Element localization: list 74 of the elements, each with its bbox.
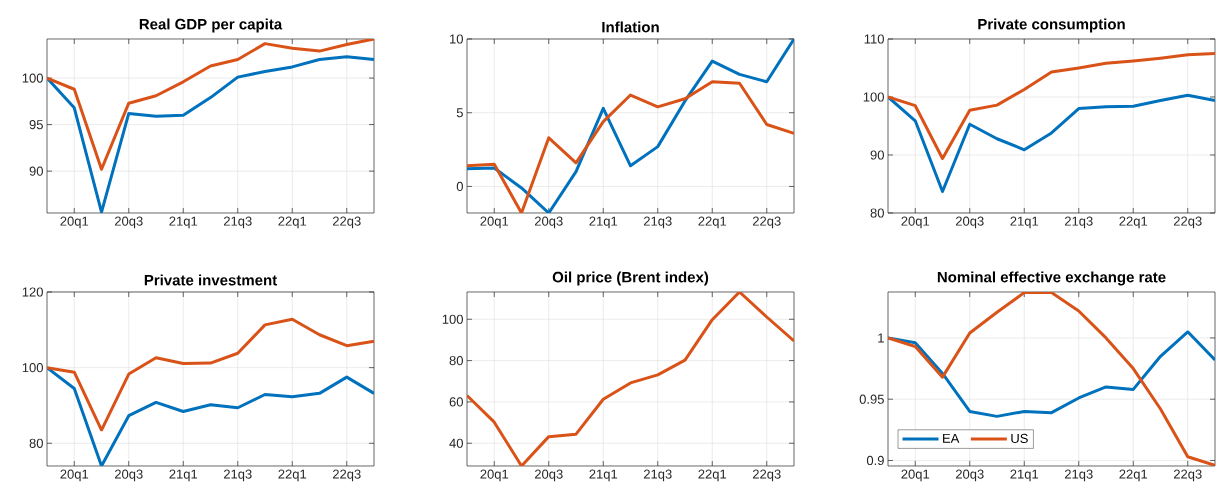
y-tick-label: 0 bbox=[456, 181, 463, 192]
x-tick-label: 20q1 bbox=[60, 216, 89, 229]
y-tick-label: 40 bbox=[449, 438, 463, 448]
line-series bbox=[47, 55, 375, 213]
x-tick-label: 20q3 bbox=[114, 216, 143, 229]
chart-title: Real GDP per capita bbox=[139, 18, 283, 33]
x-tick-label: 21q1 bbox=[589, 216, 618, 229]
y-tick-label: 80 bbox=[29, 438, 43, 448]
y-tick-label: 95 bbox=[29, 119, 43, 130]
x-tick-label: 20q3 bbox=[955, 216, 984, 229]
line-series bbox=[47, 38, 375, 171]
line-series bbox=[467, 291, 795, 466]
x-tick-label: 20q1 bbox=[60, 469, 89, 482]
x-tick-label: 22q1 bbox=[278, 216, 307, 229]
x-tick-label: 22q1 bbox=[698, 216, 727, 229]
line-series bbox=[888, 93, 1215, 194]
y-tick-label: 100 bbox=[22, 73, 43, 83]
legend-label: EA bbox=[943, 433, 960, 443]
x-tick-label: 22q1 bbox=[278, 469, 307, 482]
chart-title: Inflation bbox=[602, 21, 659, 33]
chart-title: Private consumption bbox=[978, 18, 1125, 33]
y-tick-label: 0.95 bbox=[859, 394, 884, 404]
y-tick-label: 5 bbox=[456, 108, 463, 118]
y-tick-label: 90 bbox=[29, 166, 43, 176]
y-tick-label: 100 bbox=[863, 92, 884, 102]
x-tick-label: 21q3 bbox=[223, 216, 252, 229]
x-tick-label: 20q1 bbox=[901, 469, 930, 482]
chart-title: Private investment bbox=[144, 274, 277, 286]
x-tick-label: 22q1 bbox=[698, 469, 727, 482]
line-series bbox=[888, 291, 1215, 466]
x-tick-label: 22q3 bbox=[332, 469, 361, 482]
x-tick-label: 20q3 bbox=[534, 216, 563, 229]
y-tick-label: 100 bbox=[22, 363, 43, 373]
x-tick-label: 21q1 bbox=[169, 216, 198, 229]
line-series bbox=[47, 366, 375, 466]
x-tick-label: 21q1 bbox=[169, 469, 198, 482]
y-tick-label: 1 bbox=[878, 333, 884, 343]
y-tick-label: 100 bbox=[442, 314, 463, 324]
x-tick-label: 20q3 bbox=[534, 469, 563, 482]
y-tick-label: 10 bbox=[450, 34, 463, 44]
x-tick-label: 21q3 bbox=[1064, 216, 1093, 229]
x-tick-label: 20q3 bbox=[955, 469, 984, 482]
x-tick-label: 21q1 bbox=[1010, 216, 1039, 229]
line-series bbox=[888, 52, 1215, 160]
x-tick-label: 20q1 bbox=[480, 469, 509, 482]
line-series bbox=[467, 38, 795, 213]
x-tick-label: 22q3 bbox=[1173, 469, 1202, 482]
x-tick-label: 22q3 bbox=[1173, 216, 1202, 229]
x-tick-label: 22q3 bbox=[752, 216, 781, 229]
y-tick-label: 120 bbox=[22, 287, 43, 297]
x-tick-label: 20q1 bbox=[901, 216, 930, 229]
x-tick-label: 22q3 bbox=[332, 216, 361, 229]
y-tick-label: 80 bbox=[449, 355, 463, 366]
x-tick-label: 21q3 bbox=[1064, 469, 1093, 482]
x-tick-label: 21q3 bbox=[643, 469, 672, 482]
x-tick-label: 22q1 bbox=[1119, 469, 1148, 482]
x-tick-label: 20q1 bbox=[480, 216, 509, 229]
x-tick-label: 21q3 bbox=[223, 469, 252, 482]
y-tick-label: 80 bbox=[870, 208, 884, 218]
x-tick-label: 21q3 bbox=[643, 216, 672, 229]
line-series bbox=[467, 80, 795, 213]
y-tick-label: 0.9 bbox=[866, 455, 884, 466]
x-tick-label: 22q1 bbox=[1119, 216, 1148, 229]
line-series bbox=[47, 317, 375, 432]
y-tick-label: 110 bbox=[864, 34, 884, 44]
chart-title: Oil price (Brent index) bbox=[552, 271, 709, 286]
x-tick-label: 21q1 bbox=[589, 469, 618, 482]
x-tick-label: 20q3 bbox=[114, 469, 143, 482]
legend-label: US bbox=[1011, 433, 1028, 444]
x-tick-label: 22q3 bbox=[752, 469, 781, 482]
chart-title: Nominal effective exchange rate bbox=[937, 271, 1166, 286]
x-tick-label: 21q1 bbox=[1010, 469, 1039, 482]
y-tick-label: 60 bbox=[449, 397, 463, 407]
y-tick-label: 90 bbox=[870, 150, 884, 160]
